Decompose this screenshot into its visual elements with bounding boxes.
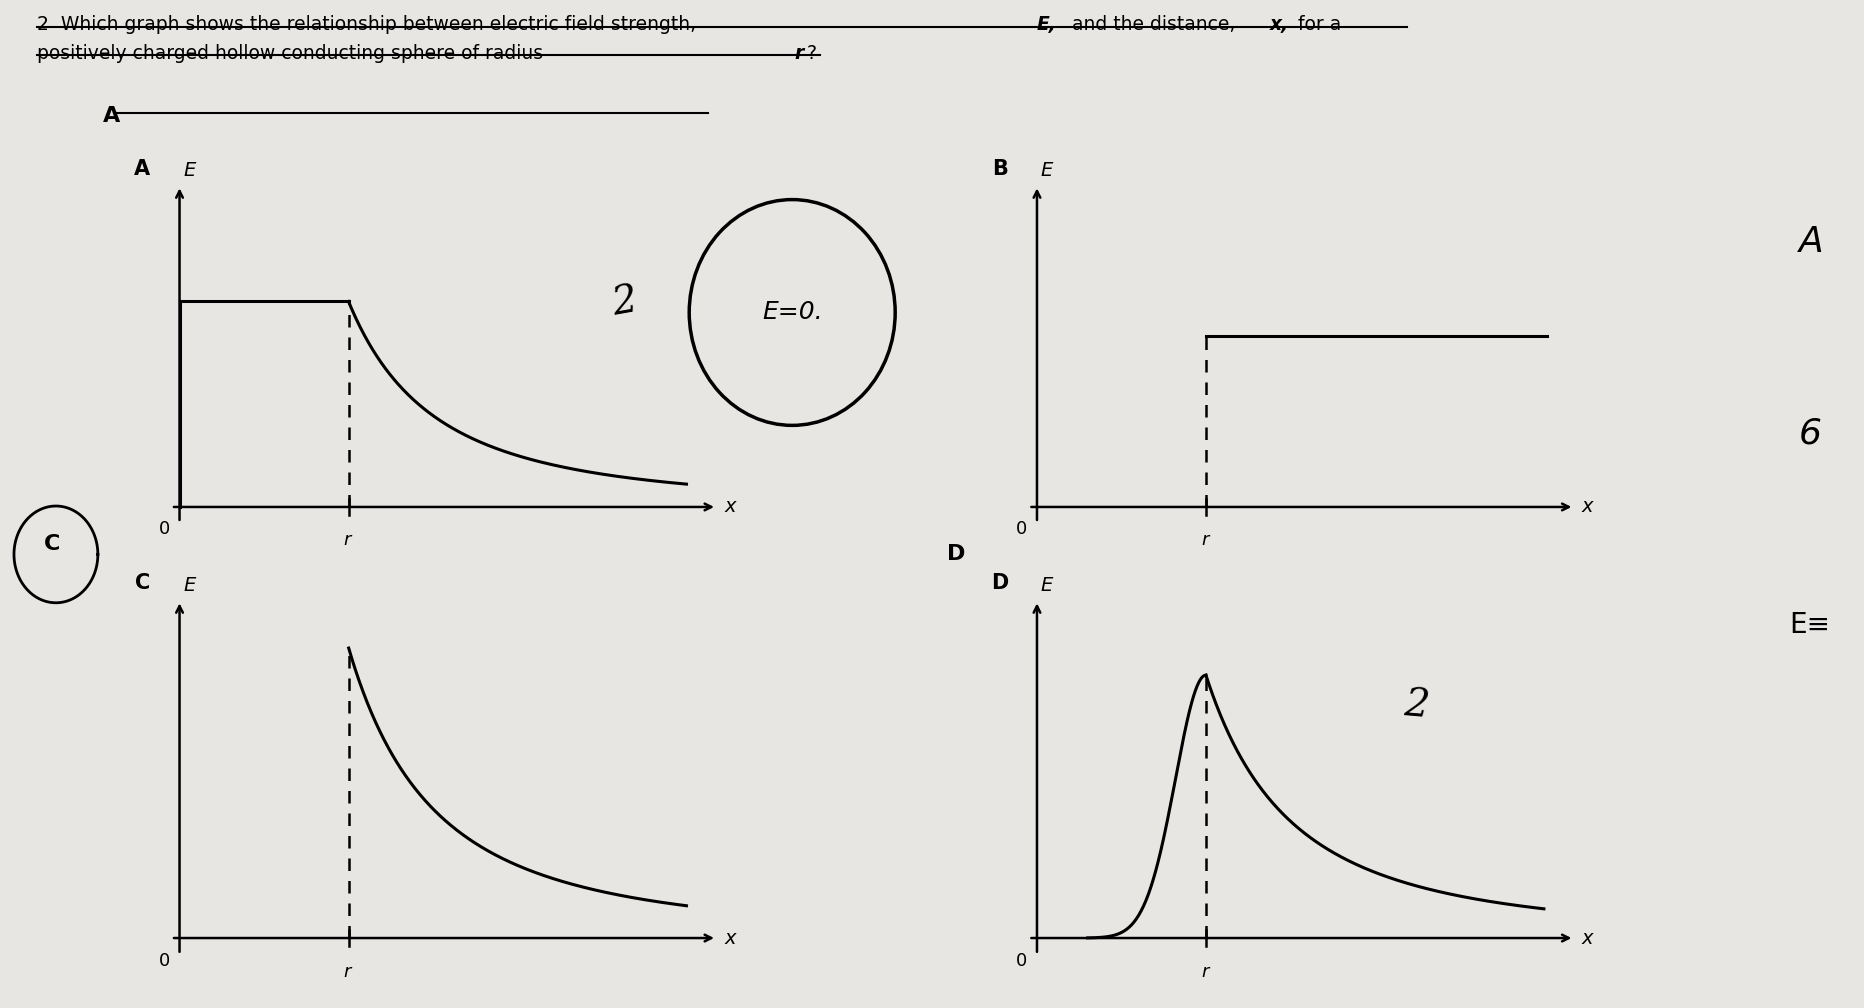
Text: E,: E, xyxy=(1036,15,1057,34)
Text: E≡: E≡ xyxy=(1789,611,1830,639)
Text: $x$: $x$ xyxy=(1581,928,1596,948)
Text: $E$: $E$ xyxy=(183,576,198,595)
Text: $x$: $x$ xyxy=(723,928,738,948)
Text: 0: 0 xyxy=(1016,520,1027,538)
Text: x,: x, xyxy=(1269,15,1288,34)
Text: $x$: $x$ xyxy=(723,498,738,516)
Text: $r$: $r$ xyxy=(1200,530,1212,548)
Text: ?: ? xyxy=(807,44,816,64)
Text: and the distance,: and the distance, xyxy=(1066,15,1241,34)
Text: $E$: $E$ xyxy=(1040,576,1055,595)
Text: $r$: $r$ xyxy=(1200,963,1212,981)
Text: C: C xyxy=(134,573,149,593)
Text: D: D xyxy=(947,544,966,564)
Text: positively charged hollow conducting sphere of radius: positively charged hollow conducting sph… xyxy=(37,44,550,64)
Text: B: B xyxy=(992,159,1008,179)
Text: 2: 2 xyxy=(1404,686,1430,725)
Text: $x$: $x$ xyxy=(1581,498,1596,516)
Text: 2: 2 xyxy=(610,282,639,323)
Text: 0: 0 xyxy=(158,952,170,970)
Text: C: C xyxy=(45,534,60,554)
Text: 0: 0 xyxy=(1016,952,1027,970)
Text: $r$: $r$ xyxy=(343,963,354,981)
Text: $E$: $E$ xyxy=(1040,161,1055,180)
Text: 2  Which graph shows the relationship between electric field strength,: 2 Which graph shows the relationship bet… xyxy=(37,15,703,34)
Text: E=0.: E=0. xyxy=(762,300,822,325)
Text: D: D xyxy=(992,573,1008,593)
Text: $E$: $E$ xyxy=(183,161,198,180)
Text: $r$: $r$ xyxy=(343,530,354,548)
Text: 6: 6 xyxy=(1799,416,1821,451)
Text: for a: for a xyxy=(1292,15,1340,34)
Text: A: A xyxy=(134,159,151,179)
Text: A: A xyxy=(103,106,119,126)
Text: 0: 0 xyxy=(158,520,170,538)
Text: r: r xyxy=(794,44,803,64)
Text: A: A xyxy=(1799,225,1823,259)
